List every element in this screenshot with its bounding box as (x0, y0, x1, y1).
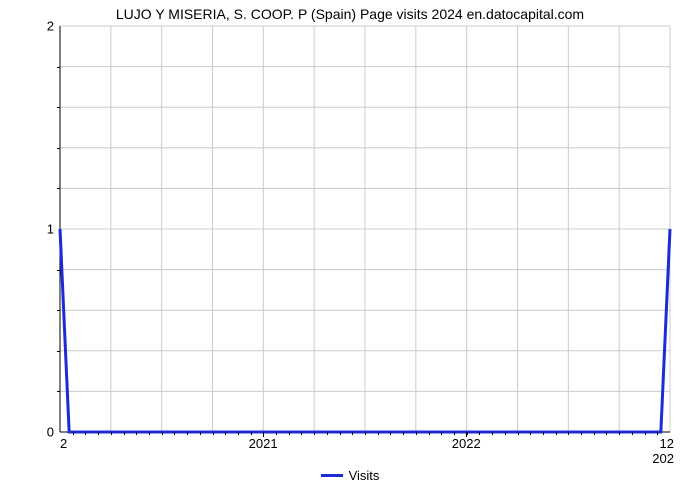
y-tick-label: 2 (47, 19, 60, 34)
x-minor-tick (213, 432, 214, 435)
x-minor-tick (378, 432, 379, 435)
plot-svg (60, 26, 670, 432)
x-minor-tick (416, 432, 417, 435)
x-minor-tick (136, 432, 137, 435)
x-minor-tick (403, 432, 404, 435)
x-minor-tick (568, 432, 569, 435)
x-minor-tick (73, 432, 74, 435)
legend-swatch (321, 474, 343, 477)
x-minor-tick (657, 432, 658, 435)
y-tick-label: 1 (47, 222, 60, 237)
x-minor-tick (85, 432, 86, 435)
chart-title: LUJO Y MISERIA, S. COOP. P (Spain) Page … (0, 6, 700, 22)
x-minor-tick (441, 432, 442, 435)
x-minor-tick (454, 432, 455, 435)
y-tick-label: 0 (47, 425, 60, 440)
x-right-corner-label-top: 12 (660, 436, 674, 451)
x-minor-tick (187, 432, 188, 435)
x-minor-tick (619, 432, 620, 435)
x-minor-tick (238, 432, 239, 435)
x-minor-tick (543, 432, 544, 435)
x-minor-tick (289, 432, 290, 435)
x-minor-tick (479, 432, 480, 435)
x-minor-tick (200, 432, 201, 435)
x-minor-tick (632, 432, 633, 435)
x-minor-tick (98, 432, 99, 435)
plot-area: 01220212022212202 (60, 26, 670, 432)
x-minor-tick (111, 432, 112, 435)
x-minor-tick (352, 432, 353, 435)
y-minor-tick (57, 107, 60, 108)
x-minor-tick (124, 432, 125, 435)
x-minor-tick (645, 432, 646, 435)
y-minor-tick (57, 148, 60, 149)
x-minor-tick (263, 432, 264, 435)
x-minor-tick (505, 432, 506, 435)
x-minor-tick (149, 432, 150, 435)
y-minor-tick (57, 270, 60, 271)
x-minor-tick (251, 432, 252, 435)
x-minor-tick (276, 432, 277, 435)
x-minor-tick (492, 432, 493, 435)
x-minor-tick (556, 432, 557, 435)
x-minor-tick (581, 432, 582, 435)
x-minor-tick (530, 432, 531, 435)
y-minor-tick (57, 351, 60, 352)
x-minor-tick (429, 432, 430, 435)
x-minor-tick (162, 432, 163, 435)
x-minor-tick (606, 432, 607, 435)
x-minor-tick (225, 432, 226, 435)
x-minor-tick (365, 432, 366, 435)
y-minor-tick (57, 67, 60, 68)
x-minor-tick (594, 432, 595, 435)
y-minor-tick (57, 188, 60, 189)
x-minor-tick (390, 432, 391, 435)
legend: Visits (0, 468, 700, 483)
x-minor-tick (340, 432, 341, 435)
y-minor-tick (57, 391, 60, 392)
x-minor-tick (518, 432, 519, 435)
x-minor-tick (301, 432, 302, 435)
x-minor-tick (314, 432, 315, 435)
x-minor-tick (327, 432, 328, 435)
x-right-corner-label-bottom: 202 (652, 451, 674, 466)
x-minor-tick (174, 432, 175, 435)
y-minor-tick (57, 310, 60, 311)
x-minor-tick (467, 432, 468, 435)
x-left-corner-label: 2 (60, 436, 67, 451)
legend-label: Visits (349, 468, 380, 483)
